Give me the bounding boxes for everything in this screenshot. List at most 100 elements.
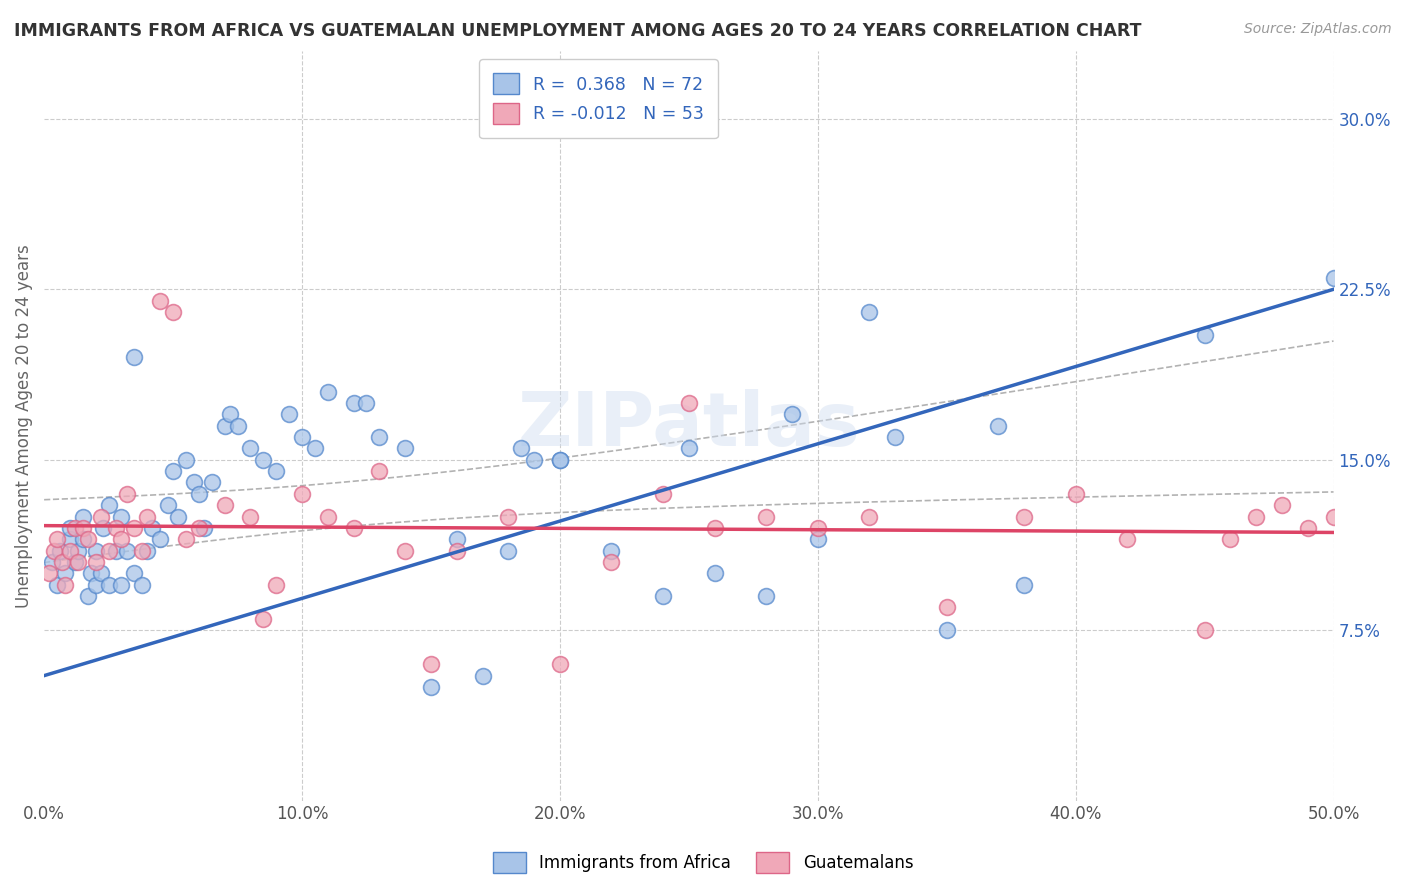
Point <box>304 442 326 456</box>
Point <box>136 543 159 558</box>
Point <box>703 566 725 581</box>
Point <box>446 543 468 558</box>
Point <box>53 566 76 581</box>
Point <box>66 555 89 569</box>
Point <box>1244 509 1267 524</box>
Point <box>884 430 907 444</box>
Point <box>162 464 184 478</box>
Point <box>59 533 82 547</box>
Point <box>110 578 132 592</box>
Point <box>498 509 520 524</box>
Text: IMMIGRANTS FROM AFRICA VS GUATEMALAN UNEMPLOYMENT AMONG AGES 20 TO 24 YEARS CORR: IMMIGRANTS FROM AFRICA VS GUATEMALAN UNE… <box>14 22 1142 40</box>
Point <box>1219 533 1241 547</box>
Point <box>167 509 190 524</box>
Point <box>1194 623 1216 637</box>
Point <box>342 521 364 535</box>
Point <box>105 521 128 535</box>
Text: ZIPatlas: ZIPatlas <box>517 389 860 462</box>
Point <box>63 555 86 569</box>
Point <box>935 623 957 637</box>
Point <box>394 543 416 558</box>
Point <box>187 521 209 535</box>
Point <box>141 521 163 535</box>
Point <box>214 498 236 512</box>
Point <box>678 442 700 456</box>
Point <box>316 509 339 524</box>
Point <box>316 384 339 399</box>
Point <box>59 543 82 558</box>
Point <box>174 452 197 467</box>
Point <box>66 543 89 558</box>
Point <box>935 600 957 615</box>
Point <box>124 351 146 365</box>
Point <box>264 464 287 478</box>
Point <box>131 543 153 558</box>
Point <box>63 521 86 535</box>
Point <box>84 543 107 558</box>
Point <box>755 509 778 524</box>
Point <box>51 555 73 569</box>
Point <box>858 509 880 524</box>
Point <box>183 475 205 490</box>
Point <box>59 521 82 535</box>
Point <box>72 533 94 547</box>
Point <box>1116 533 1139 547</box>
Point <box>394 442 416 456</box>
Point <box>38 566 60 581</box>
Point <box>90 509 112 524</box>
Point <box>131 578 153 592</box>
Point <box>72 509 94 524</box>
Point <box>523 452 546 467</box>
Point <box>1012 509 1035 524</box>
Point <box>226 418 249 433</box>
Point <box>93 521 115 535</box>
Point <box>115 487 138 501</box>
Point <box>162 305 184 319</box>
Point <box>652 487 675 501</box>
Point <box>548 452 571 467</box>
Point <box>548 452 571 467</box>
Point <box>84 555 107 569</box>
Point <box>44 543 66 558</box>
Point <box>84 578 107 592</box>
Point <box>187 487 209 501</box>
Point <box>419 657 441 672</box>
Point <box>510 442 533 456</box>
Point <box>77 533 100 547</box>
Point <box>149 533 172 547</box>
Point <box>356 396 378 410</box>
Legend: Immigrants from Africa, Guatemalans: Immigrants from Africa, Guatemalans <box>486 846 920 880</box>
Point <box>53 578 76 592</box>
Point <box>807 533 830 547</box>
Point <box>1322 271 1344 285</box>
Point <box>252 452 274 467</box>
Point <box>97 498 120 512</box>
Point <box>218 407 240 421</box>
Point <box>136 509 159 524</box>
Point <box>703 521 725 535</box>
Point <box>368 430 391 444</box>
Point <box>652 589 675 603</box>
Legend: R =  0.368   N = 72, R = -0.012   N = 53: R = 0.368 N = 72, R = -0.012 N = 53 <box>479 60 718 138</box>
Point <box>97 578 120 592</box>
Point <box>678 396 700 410</box>
Point <box>124 521 146 535</box>
Point <box>193 521 215 535</box>
Point <box>41 555 63 569</box>
Point <box>110 509 132 524</box>
Point <box>1271 498 1294 512</box>
Point <box>124 566 146 581</box>
Point <box>79 566 101 581</box>
Y-axis label: Unemployment Among Ages 20 to 24 years: Unemployment Among Ages 20 to 24 years <box>15 244 32 607</box>
Point <box>1322 509 1344 524</box>
Point <box>858 305 880 319</box>
Point <box>471 668 494 682</box>
Point <box>807 521 830 535</box>
Point <box>1012 578 1035 592</box>
Point <box>264 578 287 592</box>
Point <box>368 464 391 478</box>
Point <box>278 407 301 421</box>
Point <box>987 418 1010 433</box>
Point <box>72 521 94 535</box>
Point <box>239 509 262 524</box>
